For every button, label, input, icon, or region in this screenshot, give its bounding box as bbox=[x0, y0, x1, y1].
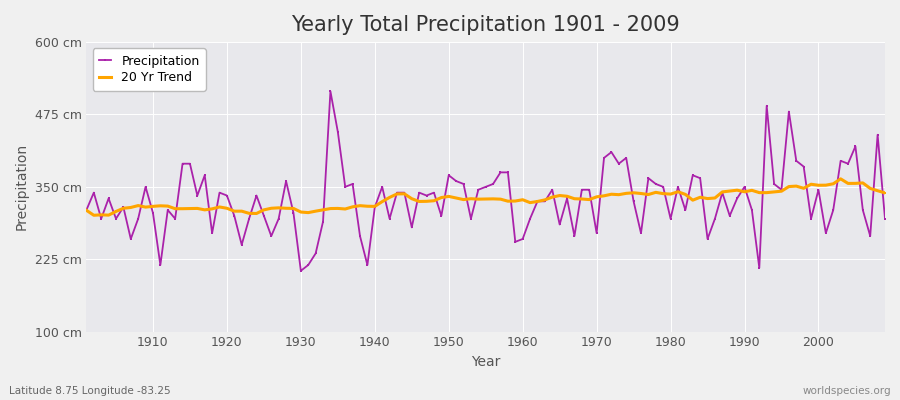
Precipitation bbox=[81, 208, 92, 212]
Line: 20 Yr Trend: 20 Yr Trend bbox=[85, 178, 886, 217]
20 Yr Trend bbox=[81, 208, 92, 213]
Line: Precipitation: Precipitation bbox=[85, 90, 886, 272]
Precipitation bbox=[621, 156, 632, 160]
Precipitation bbox=[325, 89, 336, 94]
Precipitation bbox=[879, 216, 890, 221]
Legend: Precipitation, 20 Yr Trend: Precipitation, 20 Yr Trend bbox=[93, 48, 206, 91]
Precipitation bbox=[310, 251, 321, 256]
20 Yr Trend bbox=[310, 209, 321, 214]
20 Yr Trend bbox=[835, 176, 846, 181]
Title: Yearly Total Precipitation 1901 - 2009: Yearly Total Precipitation 1901 - 2009 bbox=[292, 15, 680, 35]
X-axis label: Year: Year bbox=[471, 355, 500, 369]
Precipitation bbox=[140, 184, 151, 189]
Precipitation bbox=[295, 268, 306, 273]
20 Yr Trend bbox=[525, 200, 535, 205]
Text: worldspecies.org: worldspecies.org bbox=[803, 386, 891, 396]
20 Yr Trend bbox=[148, 204, 158, 209]
Y-axis label: Precipitation: Precipitation bbox=[15, 143, 29, 230]
Precipitation bbox=[525, 216, 535, 221]
20 Yr Trend bbox=[879, 190, 890, 195]
20 Yr Trend bbox=[88, 213, 99, 218]
Precipitation bbox=[362, 263, 373, 268]
20 Yr Trend bbox=[355, 203, 365, 208]
20 Yr Trend bbox=[614, 192, 625, 197]
Text: Latitude 8.75 Longitude -83.25: Latitude 8.75 Longitude -83.25 bbox=[9, 386, 171, 396]
20 Yr Trend bbox=[518, 197, 528, 202]
Precipitation bbox=[532, 199, 543, 204]
